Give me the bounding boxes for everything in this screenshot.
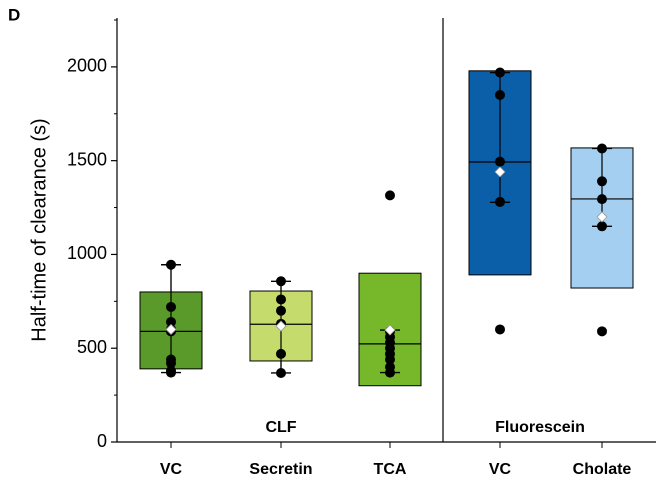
data-point bbox=[166, 259, 176, 270]
x-tick-label: TCA bbox=[374, 461, 407, 478]
y-tick-label: 500 bbox=[77, 337, 107, 357]
data-point bbox=[597, 326, 607, 337]
y-axis-label: Half-time of clearance (s) bbox=[28, 118, 50, 341]
data-point bbox=[276, 348, 286, 359]
data-point bbox=[495, 196, 505, 207]
panel-letter: D bbox=[8, 5, 20, 24]
data-point bbox=[597, 194, 607, 205]
group-label: Fluorescein bbox=[495, 419, 585, 436]
data-point bbox=[276, 305, 286, 316]
x-tick-label: VC bbox=[489, 461, 512, 478]
y-tick-label: 1000 bbox=[67, 243, 107, 263]
data-point bbox=[495, 90, 505, 101]
data-point bbox=[597, 221, 607, 232]
y-tick-label: 0 bbox=[97, 431, 107, 451]
data-point bbox=[166, 358, 176, 369]
group-label: CLF bbox=[265, 419, 296, 436]
y-tick-label: 2000 bbox=[67, 56, 107, 76]
data-point bbox=[276, 367, 286, 378]
x-tick-label: Secretin bbox=[249, 461, 312, 478]
mean-marker bbox=[384, 324, 396, 336]
data-point bbox=[385, 367, 395, 378]
mean-marker bbox=[596, 211, 608, 223]
data-point bbox=[166, 301, 176, 312]
data-point bbox=[597, 143, 607, 154]
data-point bbox=[385, 190, 395, 201]
mean-marker bbox=[494, 166, 506, 178]
y-tick-label: 1500 bbox=[67, 149, 107, 169]
data-point bbox=[495, 324, 505, 335]
x-tick-label: VC bbox=[160, 461, 183, 478]
data-point bbox=[495, 67, 505, 78]
data-point bbox=[166, 316, 176, 327]
data-point bbox=[276, 276, 286, 287]
x-tick-label: Cholate bbox=[573, 461, 632, 478]
mean-marker bbox=[275, 320, 287, 332]
data-point bbox=[597, 176, 607, 187]
data-point bbox=[166, 367, 176, 378]
data-point bbox=[385, 354, 395, 365]
data-point bbox=[495, 156, 505, 167]
mean-marker bbox=[165, 323, 177, 336]
data-point bbox=[276, 294, 286, 305]
